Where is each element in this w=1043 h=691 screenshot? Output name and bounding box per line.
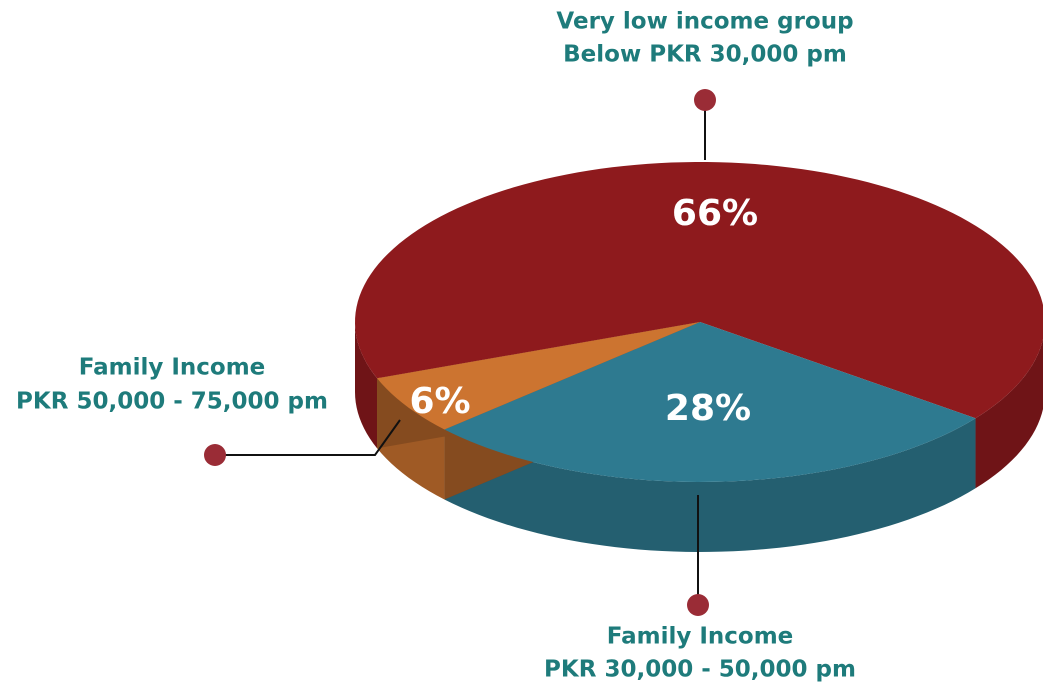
leader-dot [204, 444, 226, 466]
category-description: Below PKR 30,000 pm [563, 42, 847, 68]
value-label: 66% [672, 193, 758, 234]
slice [355, 162, 1043, 419]
category-description: PKR 30,000 - 50,000 pm [544, 657, 856, 683]
leader-line [215, 419, 401, 456]
value-label: 6% [409, 381, 470, 422]
leader-dot [694, 89, 716, 111]
slice-side [355, 322, 378, 449]
slice [377, 322, 700, 430]
slice-side [975, 339, 1043, 489]
leader-dot [687, 594, 709, 616]
category-description: PKR 50,000 - 75,000 pm [16, 389, 328, 415]
category-label: Family Income [607, 624, 794, 650]
category-label: Family Income [79, 355, 266, 381]
slice [444, 322, 976, 482]
value-label: 28% [665, 388, 751, 429]
slice-side [444, 418, 976, 552]
category-label: Very low income group [556, 9, 853, 35]
